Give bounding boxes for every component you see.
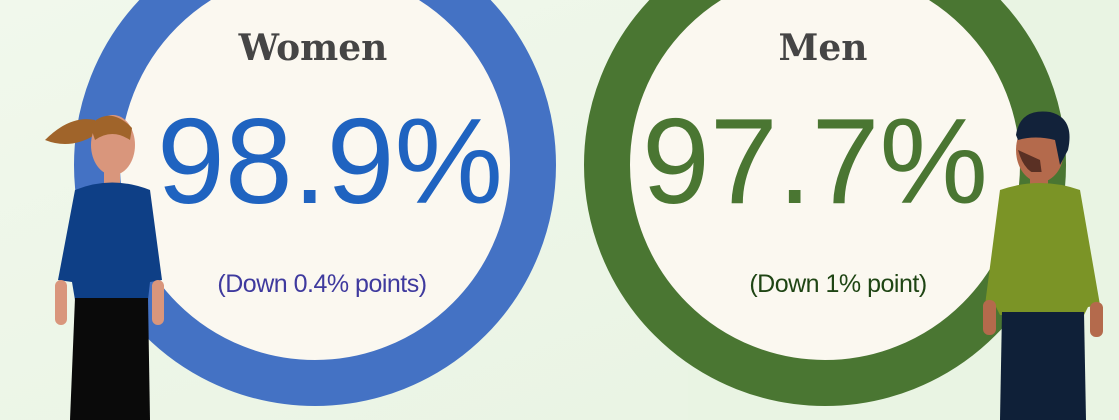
page: Women 98.9% (Down 0.4% points) Men 97.7%… bbox=[0, 0, 1119, 420]
men-label: Men bbox=[779, 27, 868, 69]
women-label: Women bbox=[238, 27, 388, 69]
men-value: 97.7% bbox=[642, 93, 988, 229]
infographic: Women 98.9% (Down 0.4% points) Men 97.7%… bbox=[0, 0, 1119, 420]
men-change: (Down 1% point) bbox=[749, 270, 926, 298]
women-value: 98.9% bbox=[157, 93, 503, 229]
women-change: (Down 0.4% points) bbox=[217, 270, 426, 298]
